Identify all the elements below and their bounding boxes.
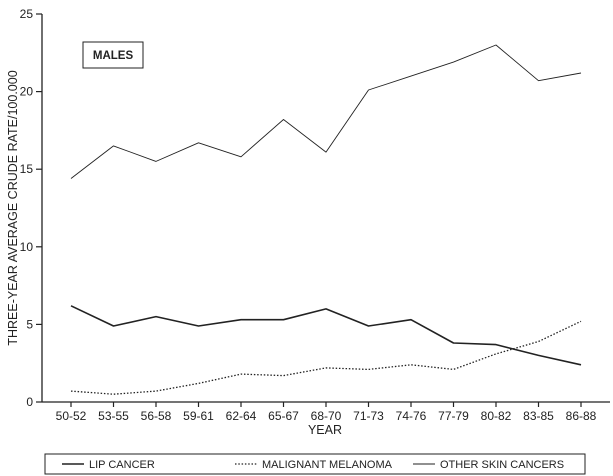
x-tick-label: 83-85 bbox=[523, 409, 554, 423]
x-axis-title: YEAR bbox=[308, 423, 342, 437]
x-tick-label: 68-70 bbox=[311, 409, 342, 423]
series-line-other-skin-cancers bbox=[70, 44, 582, 179]
x-axis-ticks: 50-52 53-55 56-58 59-61 62-64 65-67 68-70 71-73… bbox=[56, 402, 597, 423]
legend-label-lip-cancer: LIP CANCER bbox=[89, 459, 155, 471]
y-axis-ticks: 0 5 10 15 20 25 bbox=[20, 7, 42, 409]
x-tick-label: 77-79 bbox=[438, 409, 469, 423]
x-tick-label: 65-67 bbox=[268, 409, 299, 423]
x-tick-label: 80-82 bbox=[481, 409, 512, 423]
inset-label-box bbox=[82, 41, 144, 69]
legend-label-other-skin-cancers: OTHER SKIN CANCERS bbox=[440, 459, 564, 471]
legend-box bbox=[44, 453, 586, 475]
y-tick-label: 25 bbox=[20, 7, 34, 21]
x-tick-label: 62-64 bbox=[226, 409, 257, 423]
y-tick-label: 5 bbox=[26, 317, 33, 331]
x-tick-label: 56-58 bbox=[141, 409, 172, 423]
y-tick-label: 20 bbox=[20, 85, 34, 99]
x-tick-label: 86-88 bbox=[566, 409, 597, 423]
legend: LIP CANCER MALIGNANT MELANOMA OTHER SKIN C… bbox=[62, 459, 564, 471]
series-lines bbox=[70, 44, 582, 395]
series-line-malignant-melanoma bbox=[70, 320, 582, 395]
x-tick-label: 71-73 bbox=[353, 409, 384, 423]
series-line-lip-cancer bbox=[70, 305, 582, 366]
y-tick-label: 0 bbox=[26, 395, 33, 409]
legend-label-malignant-melanoma: MALIGNANT MELANOMA bbox=[262, 459, 393, 471]
y-tick-label: 10 bbox=[20, 240, 34, 254]
x-tick-label: 59-61 bbox=[183, 409, 214, 423]
inset-label: MALES bbox=[93, 50, 134, 62]
x-tick-label: 53-55 bbox=[98, 409, 129, 423]
y-tick-label: 15 bbox=[20, 162, 34, 176]
x-tick-label: 74-76 bbox=[396, 409, 427, 423]
x-tick-label: 50-52 bbox=[56, 409, 87, 423]
y-axis-title: THREE-YEAR AVERAGE CRUDE RATE/100.000 bbox=[6, 70, 20, 345]
